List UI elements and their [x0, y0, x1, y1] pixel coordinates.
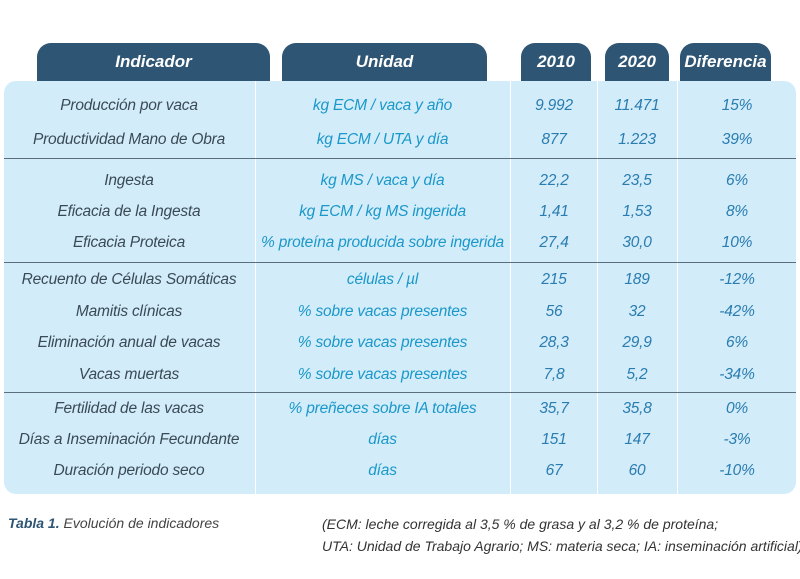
row-11-2010: 151 — [541, 431, 567, 448]
row-9-indicador: Vacas muertas — [78, 366, 180, 383]
table-caption: Tabla 1. Evolución de indicadores — [8, 515, 219, 531]
row-1-2020: 11.471 — [614, 97, 660, 114]
row-4-indicador: Eficacia de la Ingesta — [57, 203, 201, 220]
row-10-diferencia: 0% — [725, 400, 748, 417]
row-6-indicador: Recuento de Células Somáticas — [21, 271, 237, 288]
row-12-diferencia: -10% — [719, 462, 755, 479]
row-7-2010: 56 — [545, 303, 563, 320]
column-divider — [677, 81, 678, 494]
row-8-2020: 29,9 — [622, 334, 652, 351]
row-12-2010: 67 — [545, 462, 563, 479]
row-8-indicador: Eliminación anual de vacas — [37, 334, 221, 351]
row-4-unidad: kg ECM / kg MS ingerida — [299, 203, 466, 220]
row-7-2020: 32 — [628, 303, 646, 320]
header-2020: 2020 — [605, 43, 669, 81]
row-1-unidad: kg ECM / vaca y año — [312, 97, 453, 114]
row-10-unidad: % preñeces sobre IA totales — [288, 400, 477, 417]
row-4-diferencia: 8% — [725, 203, 748, 220]
row-4-2010: 1,41 — [539, 203, 569, 220]
row-7-unidad: % sobre vacas presentes — [297, 303, 468, 320]
row-10-2010: 35,7 — [539, 400, 569, 417]
caption-label: Tabla 1. — [8, 515, 60, 531]
row-2-indicador: Productividad Mano de Obra — [32, 131, 226, 148]
row-9-diferencia: -34% — [719, 366, 755, 383]
row-9-2020: 5,2 — [626, 366, 648, 383]
row-11-2020: 147 — [624, 431, 650, 448]
row-12-unidad: días — [368, 462, 397, 479]
row-2-2010: 877 — [541, 131, 567, 148]
row-8-2010: 28,3 — [539, 334, 569, 351]
header-diferencia: Diferencia — [680, 43, 771, 81]
row-11-unidad: días — [368, 431, 397, 448]
group-divider — [4, 158, 796, 159]
row-3-2020: 23,5 — [622, 172, 652, 189]
header-2010: 2010 — [521, 43, 591, 81]
row-9-unidad: % sobre vacas presentes — [297, 366, 468, 383]
row-6-unidad: células / µl — [346, 271, 419, 288]
row-7-indicador: Mamitis clínicas — [75, 303, 183, 320]
footnote-line-2: UTA: Unidad de Trabajo Agrario; MS: mate… — [322, 538, 800, 554]
row-3-diferencia: 6% — [725, 172, 748, 189]
row-5-diferencia: 10% — [721, 234, 753, 251]
caption-text: Evolución de indicadores — [63, 515, 220, 531]
row-11-indicador: Días a Inseminación Fecundante — [18, 431, 240, 448]
row-12-indicador: Duración periodo seco — [53, 462, 205, 479]
row-10-indicador: Fertilidad de las vacas — [54, 400, 204, 417]
row-1-diferencia: 15% — [721, 97, 753, 114]
row-11-diferencia: -3% — [723, 431, 751, 448]
table-footnote: (ECM: leche corregida al 3,5 % de grasa … — [322, 513, 800, 557]
row-9-2010: 7,8 — [543, 366, 565, 383]
row-1-indicador: Producción por vaca — [60, 97, 198, 114]
column-divider — [255, 81, 256, 494]
row-2-2020: 1.223 — [618, 131, 656, 148]
group-divider — [4, 392, 796, 393]
row-2-diferencia: 39% — [721, 131, 753, 148]
row-12-2020: 60 — [628, 462, 646, 479]
column-divider — [510, 81, 511, 494]
header-indicador: Indicador — [37, 43, 270, 81]
row-6-2010: 215 — [541, 271, 567, 288]
row-5-2010: 27,4 — [539, 234, 569, 251]
table-body — [4, 81, 796, 494]
header-unidad: Unidad — [282, 43, 487, 81]
row-6-diferencia: -12% — [719, 271, 755, 288]
row-3-2010: 22,2 — [539, 172, 569, 189]
row-10-2020: 35,8 — [622, 400, 652, 417]
group-divider — [4, 262, 796, 263]
row-5-unidad: % proteína producida sobre ingerida — [261, 234, 504, 251]
row-4-2020: 1,53 — [622, 203, 652, 220]
row-5-2020: 30,0 — [622, 234, 652, 251]
footnote-line-1: (ECM: leche corregida al 3,5 % de grasa … — [322, 516, 719, 532]
row-1-2010: 9.992 — [535, 97, 573, 114]
row-6-2020: 189 — [624, 271, 650, 288]
row-7-diferencia: -42% — [719, 303, 755, 320]
column-divider — [597, 81, 598, 494]
row-3-unidad: kg MS / vaca y día — [320, 172, 445, 189]
row-5-indicador: Eficacia Proteica — [72, 234, 186, 251]
row-8-unidad: % sobre vacas presentes — [297, 334, 468, 351]
row-3-indicador: Ingesta — [104, 172, 154, 189]
row-2-unidad: kg ECM / UTA y día — [316, 131, 449, 148]
row-8-diferencia: 6% — [725, 334, 748, 351]
